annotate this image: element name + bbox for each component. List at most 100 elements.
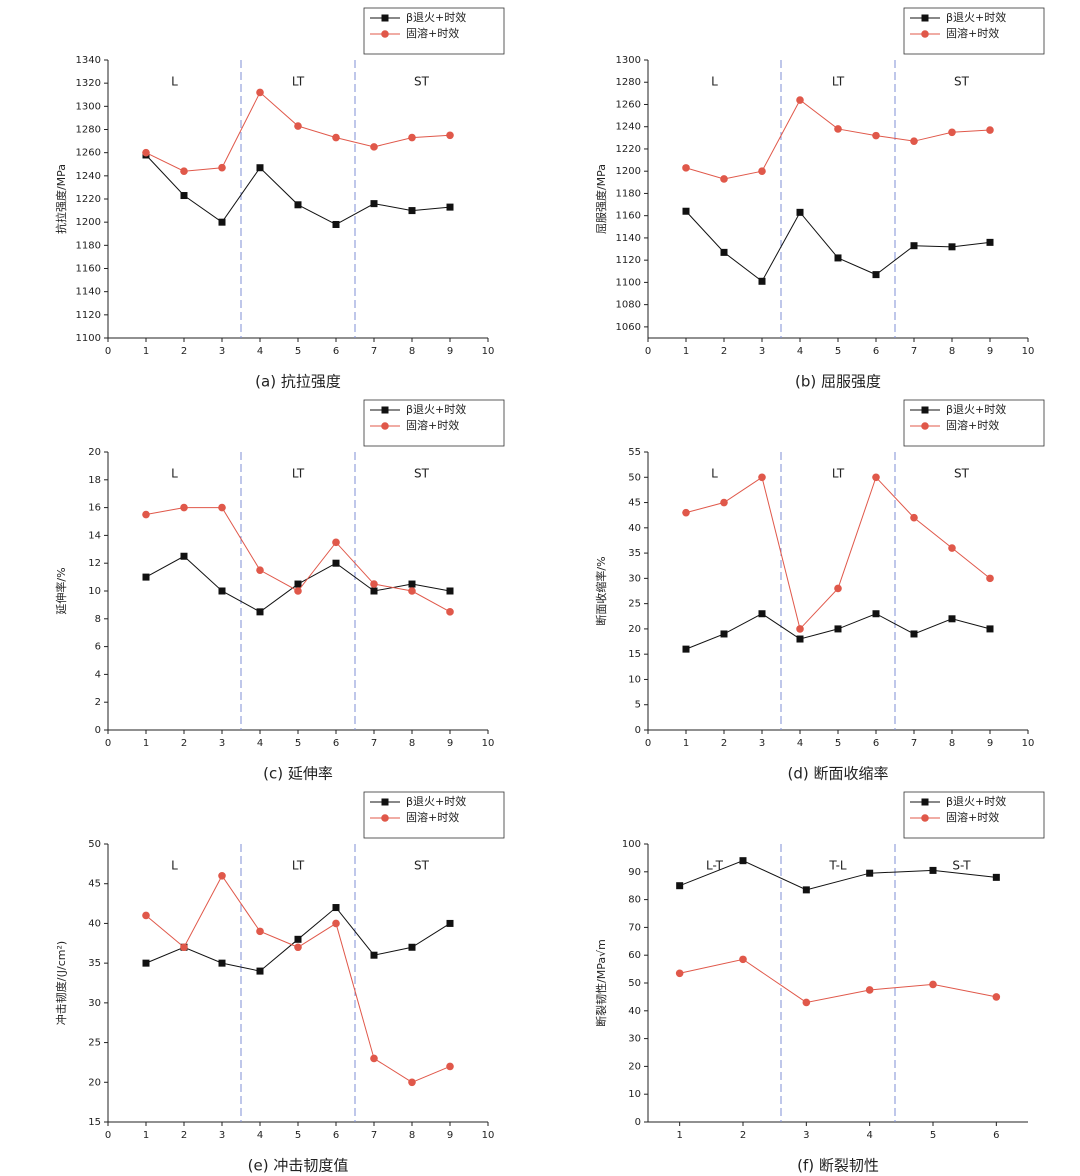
y-tick-label: 1320 bbox=[76, 78, 101, 89]
y-axis-label: 断面收缩率/% bbox=[594, 556, 608, 625]
x-tick-label: 6 bbox=[333, 346, 339, 357]
marker bbox=[802, 998, 811, 1007]
chart-caption: (e) 冲击韧度值 bbox=[248, 1157, 349, 1175]
legend-box bbox=[363, 791, 505, 839]
y-tick-label: 5 bbox=[635, 700, 641, 711]
marker bbox=[332, 919, 340, 928]
marker bbox=[948, 243, 956, 251]
marker bbox=[796, 635, 804, 643]
marker bbox=[675, 969, 684, 978]
region-label: L bbox=[711, 75, 718, 89]
y-tick-label: 45 bbox=[88, 879, 101, 890]
marker bbox=[834, 584, 842, 593]
x-tick-label: 6 bbox=[873, 346, 879, 357]
marker bbox=[921, 406, 929, 414]
y-tick-label: 1100 bbox=[616, 277, 641, 288]
marker bbox=[218, 587, 226, 595]
marker bbox=[142, 911, 150, 920]
marker bbox=[872, 473, 880, 482]
series-line bbox=[145, 154, 451, 226]
marker bbox=[921, 814, 929, 822]
marker bbox=[446, 587, 454, 595]
marker bbox=[256, 566, 264, 574]
chart-panel: 1100112011401160118012001220124012601280… bbox=[54, 7, 505, 391]
marker bbox=[332, 220, 340, 228]
marker bbox=[682, 508, 690, 517]
marker bbox=[834, 625, 842, 633]
y-tick-label: 8 bbox=[95, 614, 101, 625]
series-line bbox=[145, 91, 451, 172]
x-tick-label: 8 bbox=[409, 1130, 415, 1141]
marker bbox=[294, 122, 302, 130]
y-tick-label: 1140 bbox=[616, 233, 641, 244]
x-tick-label: 2 bbox=[181, 738, 187, 749]
marker bbox=[796, 625, 804, 633]
x-tick-label: 7 bbox=[911, 346, 917, 357]
y-tick-label: 80 bbox=[628, 895, 641, 906]
marker bbox=[720, 630, 728, 638]
y-tick-label: 6 bbox=[95, 642, 101, 653]
y-tick-label: 1260 bbox=[616, 99, 641, 110]
x-tick-label: 4 bbox=[257, 1130, 263, 1141]
y-tick-label: 20 bbox=[628, 1061, 641, 1072]
marker bbox=[929, 980, 937, 989]
marker bbox=[872, 131, 880, 140]
marker bbox=[408, 580, 416, 588]
region-label: L bbox=[171, 859, 178, 873]
chart-caption: (c) 延伸率 bbox=[263, 765, 333, 783]
marker bbox=[381, 14, 389, 22]
region-label: ST bbox=[954, 467, 970, 481]
marker bbox=[739, 857, 747, 865]
chart-panel: 1060108011001120114011601180120012201240… bbox=[594, 7, 1045, 391]
y-tick-label: 50 bbox=[88, 839, 101, 850]
y-tick-label: 40 bbox=[628, 1006, 641, 1017]
x-tick-label: 9 bbox=[447, 346, 453, 357]
y-tick-label: 1240 bbox=[616, 122, 641, 133]
y-tick-label: 60 bbox=[628, 950, 641, 961]
x-tick-label: 10 bbox=[482, 738, 495, 749]
x-tick-label: 9 bbox=[447, 1130, 453, 1141]
marker bbox=[408, 943, 416, 951]
y-axis-label: 延伸率/% bbox=[54, 567, 68, 614]
marker bbox=[370, 580, 378, 588]
legend-label: β退火+时效 bbox=[406, 794, 466, 808]
marker bbox=[758, 167, 766, 175]
x-tick-label: 5 bbox=[295, 1130, 301, 1141]
marker bbox=[921, 422, 929, 430]
y-tick-label: 1340 bbox=[76, 55, 101, 66]
marker bbox=[986, 126, 994, 134]
marker bbox=[758, 473, 766, 482]
x-tick-label: 1 bbox=[683, 738, 689, 749]
marker bbox=[142, 959, 150, 967]
x-tick-label: 7 bbox=[371, 1130, 377, 1141]
chart-caption: (f) 断裂韧性 bbox=[797, 1157, 879, 1175]
marker bbox=[796, 208, 804, 216]
x-tick-label: 0 bbox=[645, 738, 651, 749]
x-tick-label: 6 bbox=[993, 1130, 999, 1141]
marker bbox=[948, 544, 956, 552]
marker bbox=[180, 192, 188, 200]
marker bbox=[986, 625, 994, 633]
marker bbox=[910, 630, 918, 638]
marker bbox=[720, 498, 728, 507]
marker bbox=[676, 882, 684, 890]
y-axis-label: 屈服强度/MPa bbox=[594, 164, 608, 234]
marker bbox=[370, 951, 378, 959]
y-tick-label: 18 bbox=[88, 475, 101, 486]
marker bbox=[682, 164, 690, 172]
x-tick-label: 5 bbox=[295, 738, 301, 749]
y-tick-label: 1300 bbox=[616, 55, 641, 66]
y-tick-label: 35 bbox=[628, 548, 641, 559]
y-tick-label: 1100 bbox=[76, 333, 101, 344]
region-label: LT bbox=[292, 75, 305, 89]
marker bbox=[381, 422, 389, 430]
x-tick-label: 3 bbox=[759, 738, 765, 749]
marker bbox=[294, 201, 302, 209]
x-tick-label: 6 bbox=[333, 1130, 339, 1141]
x-tick-label: 3 bbox=[219, 346, 225, 357]
marker bbox=[872, 271, 880, 279]
y-tick-label: 10 bbox=[88, 586, 101, 597]
marker bbox=[370, 1054, 378, 1063]
y-tick-label: 4 bbox=[95, 669, 101, 680]
x-tick-label: 1 bbox=[143, 738, 149, 749]
